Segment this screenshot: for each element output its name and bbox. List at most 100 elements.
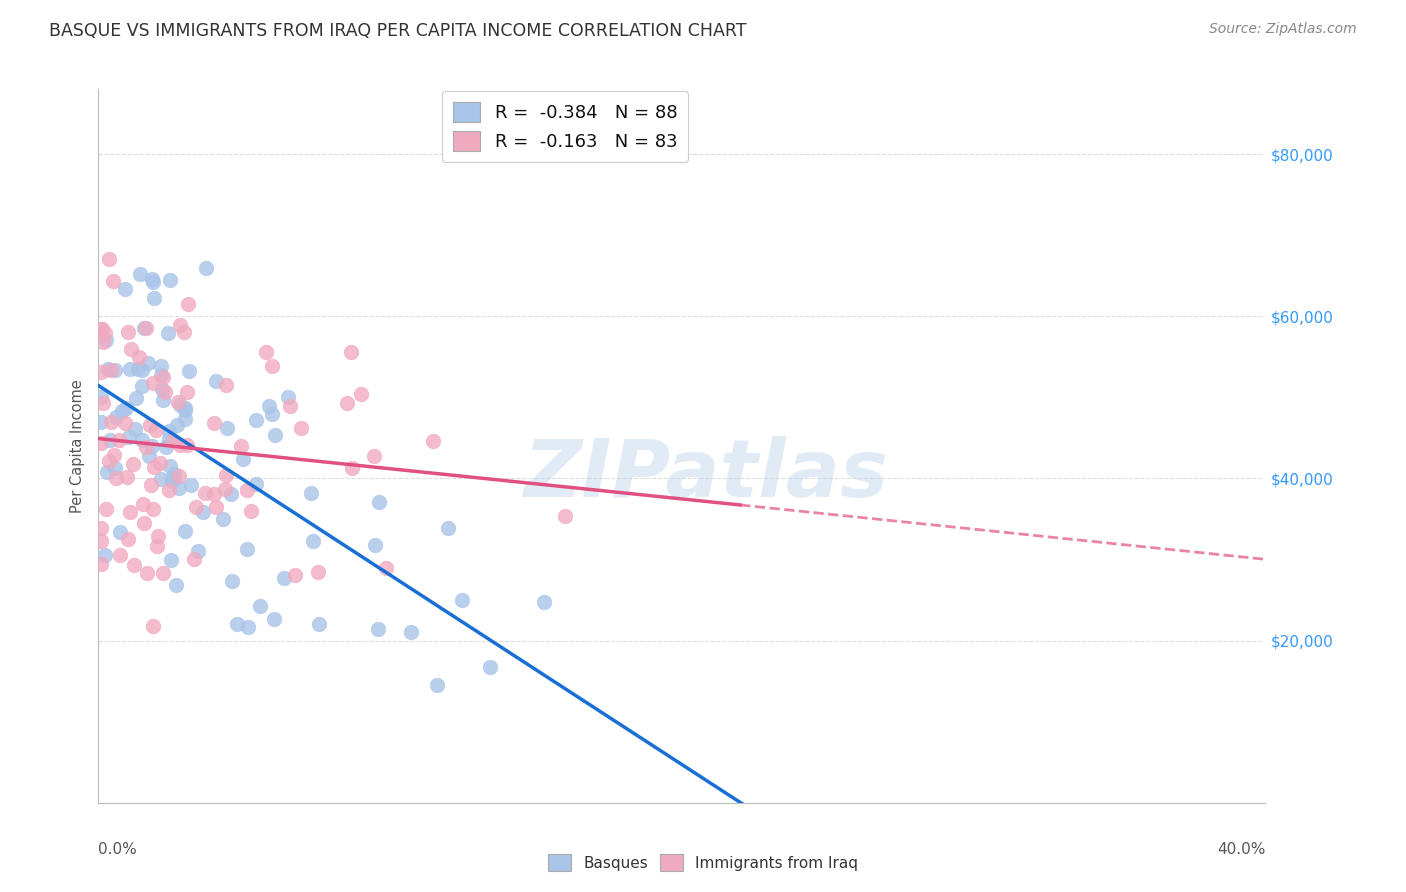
Point bbox=[94, 326, 117, 340]
Point bbox=[260, 359, 283, 373]
Point bbox=[128, 350, 150, 364]
Point bbox=[159, 458, 181, 473]
Point bbox=[232, 452, 254, 467]
Point bbox=[166, 394, 188, 409]
Point bbox=[215, 378, 238, 392]
Point bbox=[118, 505, 141, 519]
Point bbox=[101, 274, 124, 288]
Point bbox=[97, 362, 120, 376]
Point bbox=[169, 481, 191, 495]
Point bbox=[104, 363, 127, 377]
Point bbox=[131, 378, 153, 392]
Point bbox=[163, 467, 186, 481]
Point bbox=[262, 407, 284, 421]
Point bbox=[162, 434, 184, 448]
Point bbox=[214, 482, 236, 496]
Point bbox=[169, 398, 191, 412]
Point bbox=[136, 355, 159, 369]
Point bbox=[284, 568, 307, 582]
Point bbox=[173, 325, 195, 339]
Point bbox=[194, 261, 217, 276]
Point bbox=[135, 566, 157, 580]
Point bbox=[152, 392, 174, 407]
Point bbox=[155, 440, 177, 454]
Point bbox=[176, 438, 198, 452]
Point bbox=[290, 421, 312, 435]
Point bbox=[139, 478, 162, 492]
Point bbox=[280, 399, 302, 413]
Point bbox=[219, 487, 242, 501]
Point bbox=[238, 619, 260, 633]
Point bbox=[263, 612, 285, 626]
Point bbox=[115, 470, 138, 484]
Point bbox=[277, 390, 299, 404]
Point bbox=[159, 273, 181, 287]
Point bbox=[177, 297, 200, 311]
Point bbox=[226, 617, 249, 632]
Point bbox=[94, 501, 117, 516]
Point bbox=[117, 533, 139, 547]
Point bbox=[157, 483, 180, 498]
Point bbox=[173, 401, 195, 416]
Point bbox=[98, 453, 121, 467]
Point bbox=[124, 422, 146, 436]
Point bbox=[235, 541, 257, 556]
Point bbox=[135, 321, 157, 335]
Point bbox=[166, 417, 188, 432]
Point bbox=[117, 325, 139, 339]
Point bbox=[142, 502, 165, 516]
Text: BASQUE VS IMMIGRANTS FROM IRAQ PER CAPITA INCOME CORRELATION CHART: BASQUE VS IMMIGRANTS FROM IRAQ PER CAPIT… bbox=[49, 22, 747, 40]
Point bbox=[554, 509, 576, 524]
Point bbox=[183, 552, 205, 566]
Point bbox=[94, 549, 117, 563]
Point bbox=[202, 417, 225, 431]
Point bbox=[152, 382, 174, 396]
Point bbox=[135, 441, 157, 455]
Point bbox=[143, 459, 166, 474]
Point bbox=[215, 468, 238, 483]
Text: 0.0%: 0.0% bbox=[98, 842, 138, 857]
Point bbox=[367, 495, 389, 509]
Point bbox=[141, 439, 163, 453]
Point bbox=[91, 396, 114, 410]
Point bbox=[149, 457, 172, 471]
Point bbox=[249, 599, 271, 613]
Point bbox=[363, 450, 385, 464]
Point bbox=[193, 505, 215, 519]
Point bbox=[299, 485, 322, 500]
Point bbox=[174, 524, 197, 539]
Point bbox=[257, 399, 280, 413]
Point bbox=[426, 678, 449, 692]
Point bbox=[152, 566, 174, 580]
Point bbox=[212, 511, 235, 525]
Point bbox=[118, 361, 141, 376]
Point bbox=[235, 483, 257, 498]
Point bbox=[367, 622, 389, 636]
Point bbox=[146, 529, 169, 543]
Point bbox=[205, 374, 228, 388]
Point bbox=[104, 470, 127, 484]
Point bbox=[98, 252, 121, 267]
Legend: R =  -0.384   N = 88, R =  -0.163   N = 83: R = -0.384 N = 88, R = -0.163 N = 83 bbox=[443, 91, 688, 161]
Point bbox=[160, 475, 183, 489]
Y-axis label: Per Capita Income: Per Capita Income bbox=[70, 379, 86, 513]
Point bbox=[111, 404, 134, 418]
Point bbox=[437, 520, 460, 534]
Point bbox=[157, 432, 180, 446]
Point bbox=[108, 433, 131, 447]
Point bbox=[350, 387, 373, 401]
Point bbox=[308, 617, 330, 632]
Point bbox=[100, 415, 122, 429]
Point bbox=[169, 438, 191, 452]
Point bbox=[245, 413, 267, 427]
Point bbox=[187, 544, 209, 558]
Point bbox=[336, 396, 359, 410]
Point bbox=[240, 504, 263, 518]
Point bbox=[533, 595, 555, 609]
Point bbox=[364, 538, 387, 552]
Point bbox=[152, 370, 174, 384]
Point bbox=[103, 448, 125, 462]
Point bbox=[142, 275, 165, 289]
Point bbox=[245, 476, 267, 491]
Point bbox=[307, 565, 329, 579]
